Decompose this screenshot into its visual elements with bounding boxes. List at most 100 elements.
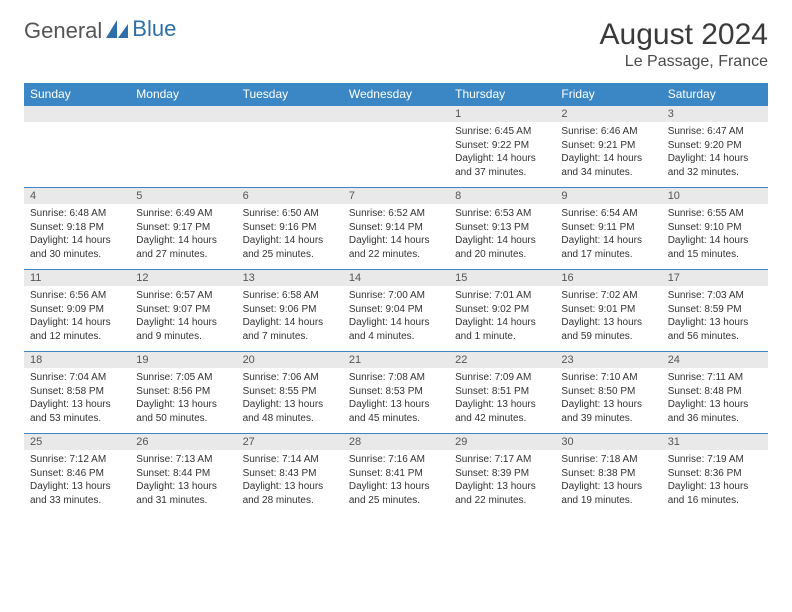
day-number: 2 — [555, 106, 661, 122]
day-number: 3 — [662, 106, 768, 122]
calendar-cell: 9Sunrise: 6:54 AMSunset: 9:11 PMDaylight… — [555, 188, 661, 270]
calendar-week-row: 1Sunrise: 6:45 AMSunset: 9:22 PMDaylight… — [24, 106, 768, 188]
calendar-week-row: 4Sunrise: 6:48 AMSunset: 9:18 PMDaylight… — [24, 188, 768, 270]
calendar-cell: 3Sunrise: 6:47 AMSunset: 9:20 PMDaylight… — [662, 106, 768, 188]
day-body: Sunrise: 7:05 AMSunset: 8:56 PMDaylight:… — [130, 368, 236, 433]
day-number: 25 — [24, 434, 130, 450]
day-body: Sunrise: 6:57 AMSunset: 9:07 PMDaylight:… — [130, 286, 236, 351]
day-body: Sunrise: 7:08 AMSunset: 8:53 PMDaylight:… — [343, 368, 449, 433]
day-number: 8 — [449, 188, 555, 204]
day-body — [24, 122, 130, 168]
day-body: Sunrise: 6:53 AMSunset: 9:13 PMDaylight:… — [449, 204, 555, 269]
day-number — [343, 106, 449, 122]
calendar-cell: 29Sunrise: 7:17 AMSunset: 8:39 PMDayligh… — [449, 434, 555, 516]
day-body: Sunrise: 7:14 AMSunset: 8:43 PMDaylight:… — [237, 450, 343, 515]
calendar-body: 1Sunrise: 6:45 AMSunset: 9:22 PMDaylight… — [24, 106, 768, 516]
day-body — [237, 122, 343, 168]
day-body: Sunrise: 6:55 AMSunset: 9:10 PMDaylight:… — [662, 204, 768, 269]
day-number: 17 — [662, 270, 768, 286]
day-number: 30 — [555, 434, 661, 450]
brand-logo: General Blue — [24, 18, 176, 44]
calendar-page: General Blue August 2024 Le Passage, Fra… — [0, 0, 792, 527]
day-body: Sunrise: 6:45 AMSunset: 9:22 PMDaylight:… — [449, 122, 555, 187]
calendar-cell: 7Sunrise: 6:52 AMSunset: 9:14 PMDaylight… — [343, 188, 449, 270]
calendar-cell: 19Sunrise: 7:05 AMSunset: 8:56 PMDayligh… — [130, 352, 236, 434]
calendar-cell: 15Sunrise: 7:01 AMSunset: 9:02 PMDayligh… — [449, 270, 555, 352]
calendar-cell — [237, 106, 343, 188]
brand-part2: Blue — [132, 16, 176, 41]
brand-part1: General — [24, 18, 102, 44]
day-number: 29 — [449, 434, 555, 450]
day-number — [24, 106, 130, 122]
calendar-cell — [24, 106, 130, 188]
day-number: 14 — [343, 270, 449, 286]
day-body: Sunrise: 7:16 AMSunset: 8:41 PMDaylight:… — [343, 450, 449, 515]
calendar-cell — [343, 106, 449, 188]
calendar-cell: 1Sunrise: 6:45 AMSunset: 9:22 PMDaylight… — [449, 106, 555, 188]
day-body: Sunrise: 7:04 AMSunset: 8:58 PMDaylight:… — [24, 368, 130, 433]
day-number: 11 — [24, 270, 130, 286]
day-body: Sunrise: 7:09 AMSunset: 8:51 PMDaylight:… — [449, 368, 555, 433]
day-number: 22 — [449, 352, 555, 368]
calendar-cell: 27Sunrise: 7:14 AMSunset: 8:43 PMDayligh… — [237, 434, 343, 516]
calendar-cell: 26Sunrise: 7:13 AMSunset: 8:44 PMDayligh… — [130, 434, 236, 516]
calendar-cell: 18Sunrise: 7:04 AMSunset: 8:58 PMDayligh… — [24, 352, 130, 434]
day-number: 12 — [130, 270, 236, 286]
day-body: Sunrise: 7:13 AMSunset: 8:44 PMDaylight:… — [130, 450, 236, 515]
day-number: 16 — [555, 270, 661, 286]
calendar-cell: 21Sunrise: 7:08 AMSunset: 8:53 PMDayligh… — [343, 352, 449, 434]
day-body: Sunrise: 7:06 AMSunset: 8:55 PMDaylight:… — [237, 368, 343, 433]
day-body: Sunrise: 6:46 AMSunset: 9:21 PMDaylight:… — [555, 122, 661, 187]
day-body: Sunrise: 6:58 AMSunset: 9:06 PMDaylight:… — [237, 286, 343, 351]
month-title: August 2024 — [600, 18, 768, 51]
weekday-header: Monday — [130, 83, 236, 106]
calendar-week-row: 18Sunrise: 7:04 AMSunset: 8:58 PMDayligh… — [24, 352, 768, 434]
weekday-header: Friday — [555, 83, 661, 106]
day-number: 9 — [555, 188, 661, 204]
calendar-cell: 30Sunrise: 7:18 AMSunset: 8:38 PMDayligh… — [555, 434, 661, 516]
day-body: Sunrise: 6:50 AMSunset: 9:16 PMDaylight:… — [237, 204, 343, 269]
day-number: 5 — [130, 188, 236, 204]
calendar-cell: 22Sunrise: 7:09 AMSunset: 8:51 PMDayligh… — [449, 352, 555, 434]
day-number: 26 — [130, 434, 236, 450]
calendar-cell: 24Sunrise: 7:11 AMSunset: 8:48 PMDayligh… — [662, 352, 768, 434]
day-number — [237, 106, 343, 122]
day-body: Sunrise: 7:10 AMSunset: 8:50 PMDaylight:… — [555, 368, 661, 433]
day-number: 10 — [662, 188, 768, 204]
day-number: 20 — [237, 352, 343, 368]
day-body: Sunrise: 6:49 AMSunset: 9:17 PMDaylight:… — [130, 204, 236, 269]
sail-icon — [106, 18, 128, 44]
day-body: Sunrise: 7:17 AMSunset: 8:39 PMDaylight:… — [449, 450, 555, 515]
day-number: 6 — [237, 188, 343, 204]
day-number: 27 — [237, 434, 343, 450]
calendar-cell: 28Sunrise: 7:16 AMSunset: 8:41 PMDayligh… — [343, 434, 449, 516]
calendar-cell: 20Sunrise: 7:06 AMSunset: 8:55 PMDayligh… — [237, 352, 343, 434]
day-number: 21 — [343, 352, 449, 368]
day-number: 18 — [24, 352, 130, 368]
day-number: 19 — [130, 352, 236, 368]
calendar-cell: 14Sunrise: 7:00 AMSunset: 9:04 PMDayligh… — [343, 270, 449, 352]
day-number: 13 — [237, 270, 343, 286]
day-body: Sunrise: 7:00 AMSunset: 9:04 PMDaylight:… — [343, 286, 449, 351]
day-number: 7 — [343, 188, 449, 204]
day-number: 24 — [662, 352, 768, 368]
day-number: 23 — [555, 352, 661, 368]
calendar-week-row: 25Sunrise: 7:12 AMSunset: 8:46 PMDayligh… — [24, 434, 768, 516]
day-number: 15 — [449, 270, 555, 286]
day-body: Sunrise: 7:19 AMSunset: 8:36 PMDaylight:… — [662, 450, 768, 515]
weekday-header: Thursday — [449, 83, 555, 106]
calendar-cell: 16Sunrise: 7:02 AMSunset: 9:01 PMDayligh… — [555, 270, 661, 352]
weekday-header: Sunday — [24, 83, 130, 106]
page-header: General Blue August 2024 Le Passage, Fra… — [24, 18, 768, 71]
calendar-cell: 12Sunrise: 6:57 AMSunset: 9:07 PMDayligh… — [130, 270, 236, 352]
day-body: Sunrise: 6:54 AMSunset: 9:11 PMDaylight:… — [555, 204, 661, 269]
calendar-cell: 17Sunrise: 7:03 AMSunset: 8:59 PMDayligh… — [662, 270, 768, 352]
day-body: Sunrise: 7:03 AMSunset: 8:59 PMDaylight:… — [662, 286, 768, 351]
weekday-header: Wednesday — [343, 83, 449, 106]
calendar-cell: 25Sunrise: 7:12 AMSunset: 8:46 PMDayligh… — [24, 434, 130, 516]
calendar-cell: 23Sunrise: 7:10 AMSunset: 8:50 PMDayligh… — [555, 352, 661, 434]
calendar-cell: 4Sunrise: 6:48 AMSunset: 9:18 PMDaylight… — [24, 188, 130, 270]
weekday-header: Saturday — [662, 83, 768, 106]
day-body: Sunrise: 7:12 AMSunset: 8:46 PMDaylight:… — [24, 450, 130, 515]
day-body — [343, 122, 449, 168]
